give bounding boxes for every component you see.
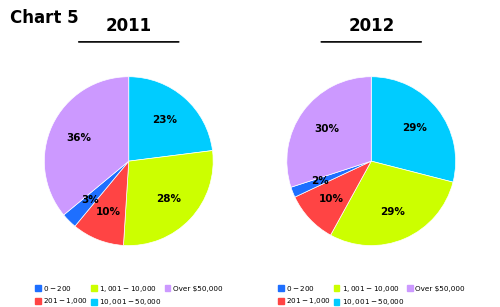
Wedge shape bbox=[64, 161, 129, 226]
Text: Chart 5: Chart 5 bbox=[10, 9, 78, 27]
Wedge shape bbox=[291, 161, 371, 197]
Wedge shape bbox=[124, 150, 213, 246]
Wedge shape bbox=[295, 161, 371, 235]
Legend: $0 - $200, $201 - $1,000, $1,001 - $10,000, $10,001 - $50,000, Over $50,000: $0 - $200, $201 - $1,000, $1,001 - $10,0… bbox=[32, 281, 225, 307]
Text: 10%: 10% bbox=[96, 207, 121, 217]
Text: 28%: 28% bbox=[156, 194, 182, 204]
Wedge shape bbox=[128, 77, 212, 161]
Text: 29%: 29% bbox=[402, 122, 427, 133]
Text: 23%: 23% bbox=[152, 115, 178, 125]
Wedge shape bbox=[44, 77, 129, 215]
Text: 29%: 29% bbox=[380, 207, 406, 216]
Text: 3%: 3% bbox=[81, 195, 99, 205]
Wedge shape bbox=[330, 161, 453, 246]
Text: 10%: 10% bbox=[318, 194, 344, 204]
Text: 2012: 2012 bbox=[348, 17, 395, 34]
Wedge shape bbox=[371, 77, 456, 182]
Wedge shape bbox=[287, 77, 372, 187]
Text: 30%: 30% bbox=[314, 124, 340, 134]
Text: 2%: 2% bbox=[312, 176, 329, 186]
Legend: $0 - $200, $201 - $1,000, $1,001 - $10,000, $10,001 - $50,000, Over $50,000: $0 - $200, $201 - $1,000, $1,001 - $10,0… bbox=[275, 281, 468, 307]
Text: 36%: 36% bbox=[66, 133, 92, 143]
Wedge shape bbox=[75, 161, 129, 245]
Text: 2011: 2011 bbox=[106, 17, 152, 34]
